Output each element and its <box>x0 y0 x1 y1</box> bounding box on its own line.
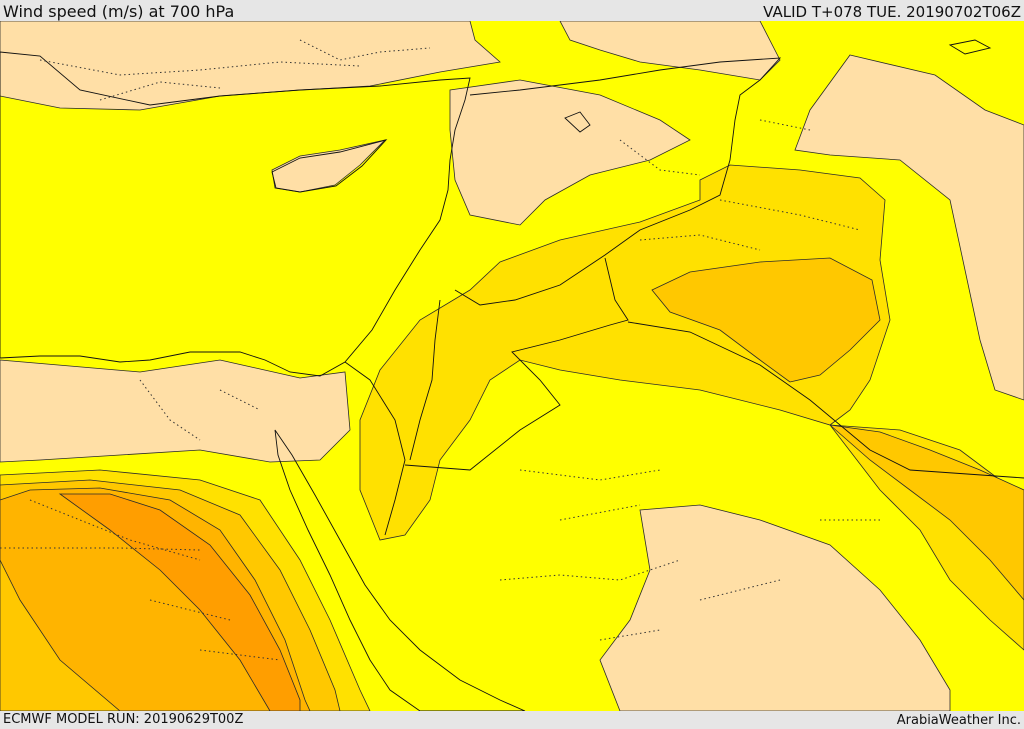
admin-lines-egypt <box>29 379 261 561</box>
admin-lines-sudan <box>0 547 281 661</box>
highest-wind-core-sudan <box>58 493 301 711</box>
country-border-jordan-israel <box>409 299 441 461</box>
low-wind-area-saudi-interior <box>599 504 951 711</box>
admin-lines-turkey <box>39 39 431 101</box>
low-wind-area-syria <box>449 79 691 226</box>
admin-lines-saudi <box>499 469 880 641</box>
caspian-gulf-fragment <box>948 39 992 55</box>
mid-wind-band-central <box>359 164 891 541</box>
low-wind-area-north-egypt <box>0 359 351 463</box>
low-wind-area-iran <box>794 54 1024 401</box>
model-run-label: ECMWF MODEL RUN: 20190629T00Z <box>3 712 244 727</box>
country-border-egypt-israel <box>344 361 406 536</box>
country-border-iraq-saudi <box>627 321 1024 479</box>
wind-speed-map[interactable] <box>0 21 1024 711</box>
cyprus-island <box>271 139 388 193</box>
footer-bar: ECMWF MODEL RUN: 20190629T00Z ArabiaWeat… <box>0 711 1024 729</box>
country-border-syria-iraq <box>454 57 782 306</box>
low-wind-area-north-iraq <box>559 21 781 81</box>
lake-assad <box>564 111 591 133</box>
header-bar: Wind speed (m/s) at 700 hPa VALID T+078 … <box>0 0 1024 21</box>
credit-label: ArabiaWeather Inc. <box>896 713 1021 728</box>
higher-wind-band-sudan <box>0 487 311 711</box>
high-wind-core-north-arabia <box>651 257 881 383</box>
mediterranean-sea <box>0 51 471 377</box>
valid-time-label: VALID T+078 TUE. 20190702T06Z <box>763 3 1021 21</box>
country-border-jordan-saudi <box>404 257 629 471</box>
map-canvas <box>0 21 1024 711</box>
red-sea <box>274 429 526 711</box>
map-title: Wind speed (m/s) at 700 hPa <box>3 2 235 21</box>
admin-lines-iraq <box>619 119 861 251</box>
high-wind-band-gulf <box>828 424 1024 601</box>
